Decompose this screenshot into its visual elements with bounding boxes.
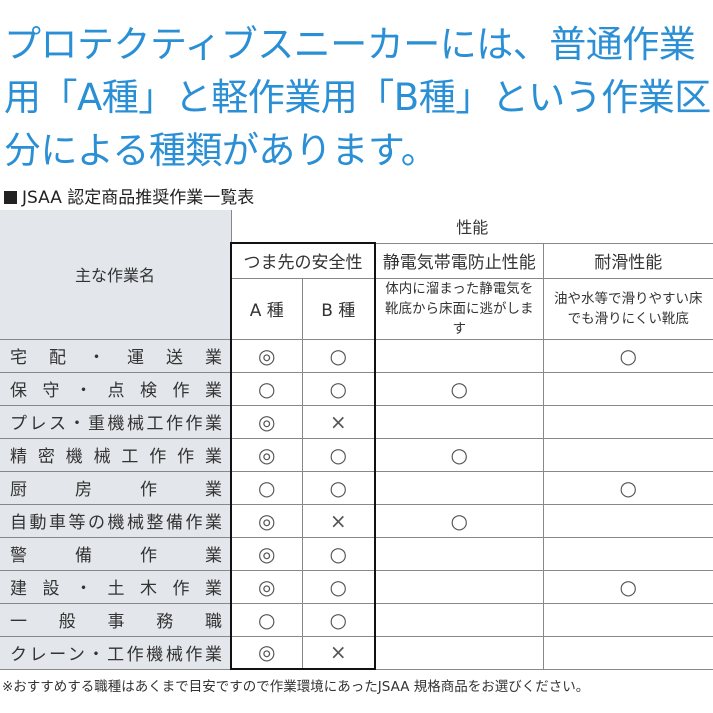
header-toe-safety: つま先の安全性 [230,242,376,279]
table-row: 警備作業 ◎ ○ [0,536,713,571]
type-b-mark: × [301,503,376,538]
header-performance: 性能 [230,210,713,244]
type-a-mark: ◎ [230,404,303,439]
type-a-mark: ◎ [230,635,303,670]
type-a-mark: ◎ [230,536,303,571]
slip-mark: ○ [542,338,713,373]
slip-mark [542,602,713,637]
type-b-mark: ○ [301,536,376,571]
table-row: 一般事務職 ○ ○ [0,602,713,637]
antistatic-mark [374,338,544,373]
table-row: 精密機械工作作業 ◎ ○ ○ [0,437,713,472]
slip-description: 油や水等で滑りやすい床でも滑りにくい靴底 [542,277,713,340]
slip-mark [542,536,713,571]
row-label: 精密機械工作作業 [0,437,232,472]
slip-mark [542,437,713,472]
slip-mark [542,503,713,538]
type-b-mark: ○ [301,569,376,604]
row-label: 建設・土木作業 [0,569,232,604]
table-row: 宅配・運送業 ◎ ○ ○ [0,338,713,373]
antistatic-mark [374,569,544,604]
type-b-mark: ○ [301,602,376,637]
antistatic-mark [374,536,544,571]
type-a-mark: ○ [230,371,303,406]
row-label: 保守・点検作業 [0,371,232,406]
row-label: プレス・重機械工作作業 [0,404,232,439]
slip-mark [542,635,713,670]
table-row: クレーン・工作機械作業 ◎ × [0,635,713,670]
row-label: 一般事務職 [0,602,232,637]
antistatic-mark [374,602,544,637]
row-label: 自動車等の機械整備作業 [0,503,232,538]
type-a-mark: ◎ [230,569,303,604]
type-b-mark: × [301,404,376,439]
recommendation-table: 主な作業名 性能 つま先の安全性 静電気帯電防止性能 耐滑性能 A 種 B 種 … [0,210,713,670]
type-a-mark: ○ [230,470,303,505]
row-label: 宅配・運送業 [0,338,232,373]
type-b-mark: ○ [301,470,376,505]
antistatic-mark: ○ [374,437,544,472]
square-bullet-icon [4,191,17,204]
header-type-b: B 種 [301,277,376,340]
headline: プロテクティブスニーカーには、普通作業用「A種」と軽作業用「B種」という作業区分… [4,23,711,172]
slip-mark: ○ [542,470,713,505]
row-label: クレーン・工作機械作業 [0,635,232,670]
table-row: 自動車等の機械整備作業 ◎ × ○ [0,503,713,538]
type-b-mark: ○ [301,338,376,373]
antistatic-mark [374,404,544,439]
header-type-a: A 種 [230,277,303,340]
caption-text: JSAA 認定商品推奨作業一覧表 [22,188,255,208]
table-row: 建設・土木作業 ◎ ○ ○ [0,569,713,604]
type-a-mark: ◎ [230,338,303,373]
antistatic-description: 体内に溜まった静電気を靴底から床面に逃がします [374,277,544,340]
row-label: 厨房作業 [0,470,232,505]
footnote: ※おすすめする職種はあくまで目安ですので作業環境にあったJSAA 規格商品をお選… [2,679,590,695]
type-a-mark: ◎ [230,437,303,472]
antistatic-mark [374,470,544,505]
header-antistatic: 静電気帯電防止性能 [374,242,544,279]
type-b-mark: ○ [301,371,376,406]
antistatic-mark: ○ [374,503,544,538]
header-slip-resistance: 耐滑性能 [542,242,713,279]
type-a-mark: ○ [230,602,303,637]
table-row: 保守・点検作業 ○ ○ ○ [0,371,713,406]
header-main-work: 主な作業名 [0,210,232,340]
table-row: 厨房作業 ○ ○ ○ [0,470,713,505]
slip-mark [542,404,713,439]
table-caption: JSAA 認定商品推奨作業一覧表 [4,183,254,208]
type-b-mark: ○ [301,437,376,472]
slip-mark: ○ [542,569,713,604]
type-a-mark: ◎ [230,503,303,538]
antistatic-mark: ○ [374,371,544,406]
table-row: プレス・重機械工作作業 ◎ × [0,404,713,439]
row-label: 警備作業 [0,536,232,571]
antistatic-mark [374,635,544,670]
slip-mark [542,371,713,406]
type-b-mark: × [301,635,376,670]
